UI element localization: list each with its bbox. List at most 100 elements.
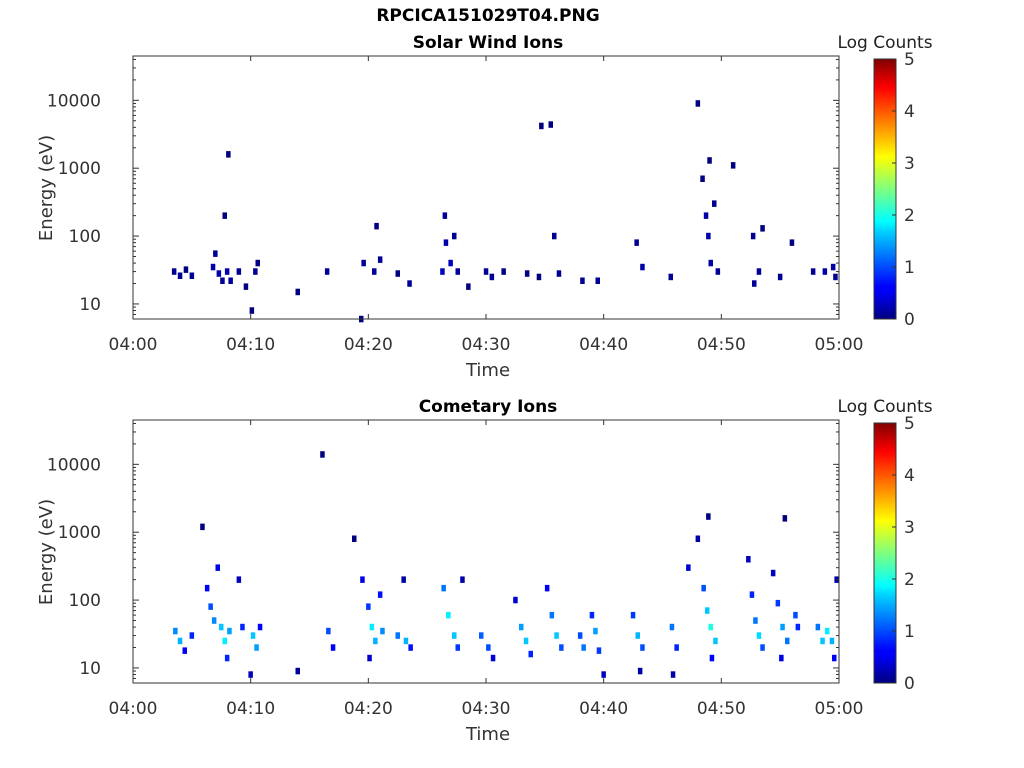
heatmap-cell [832,654,837,662]
x-tick-label: 04:20 [344,699,393,719]
heatmap-cell [248,671,253,678]
heatmap-cell [640,263,645,271]
heatmap-cell [395,632,400,639]
solar-wind-panel: Solar Wind Ions 04:00 04:10 04:20 04:30 04:4… [36,33,933,381]
colorbar: Log Counts 0 1 2 3 4 5 [837,397,932,694]
heatmap-cell [810,268,816,275]
heatmap-cell [825,627,830,635]
panel-title: Solar Wind Ions [413,33,564,53]
heatmap-cell [377,591,383,598]
heatmap-cell [695,535,701,542]
heatmap-cell [703,212,709,219]
heatmap-cell [377,256,383,263]
heatmap-cell [326,627,331,635]
heatmap-cell [236,576,242,583]
heatmap-cell [253,268,258,275]
x-tick-label: 04:50 [697,699,746,719]
colorbar-tick-label: 3 [904,518,915,538]
heatmap-cell [372,268,377,275]
heatmap-cell [204,584,210,592]
heatmap-cell [822,268,828,275]
y-tick-label: 10 [79,659,101,679]
heatmap-cell [601,671,606,678]
heatmap-cell [749,591,755,598]
heatmap-cell [452,232,457,240]
heatmap-cell [254,644,259,651]
heatmap-cell [295,667,300,675]
heatmap-cell [580,277,585,284]
heatmap-cell [320,451,325,458]
heatmap-cell [523,637,529,645]
heatmap-cell [795,623,801,631]
x-tick-label: 04:30 [462,699,511,719]
colorbar-tick-label: 4 [904,102,915,122]
heatmap-cell [486,644,491,651]
heatmap-cell [544,584,550,592]
heatmap-cell [637,667,643,675]
heatmap-cell [782,515,788,522]
heatmap-cell [401,576,406,583]
heatmap-cell [374,222,379,230]
x-axis: 04:00 04:10 04:20 04:30 04:40 04:50 05:00 [109,420,864,719]
heatmap-cell [556,270,562,277]
heatmap-cell [780,623,785,631]
heatmap-cell [756,268,762,275]
heatmap-cell [243,283,249,290]
heatmap-cell [549,611,555,619]
colorbar-tick-label: 1 [904,622,915,642]
heatmap-cell [255,259,260,267]
x-axis-label: Time [465,360,510,381]
heatmap-cell [709,654,715,662]
figure-title: RPCICA151029T04.PNG [376,6,600,26]
heatmap-cell [820,637,825,645]
y-tick-label: 10 [79,295,101,315]
heatmap-cell [220,277,225,284]
heatmap-cell [559,644,564,651]
heatmap-cell [408,644,413,651]
colorbar-tick-label: 0 [904,310,915,330]
heatmap-cell [455,644,460,651]
y-axis: 10 100 1000 10000 [47,422,839,684]
heatmap-cell [452,632,457,639]
heatmap-cell [779,654,784,662]
heatmap-cell [770,569,776,577]
heatmap-cell [706,232,711,240]
heatmap-cell [706,513,711,520]
y-tick-label: 1000 [58,159,101,179]
heatmap-cell [513,596,518,604]
heatmap-cell [177,272,183,279]
heatmap-cell [708,259,713,267]
heatmap-cell [815,623,821,631]
heatmap-cell [441,584,446,592]
x-tick-label: 04:00 [109,335,158,355]
heatmap-cell [215,564,220,571]
heatmap-cell [240,623,245,631]
heatmap-cell [830,263,836,271]
heatmap-cell [183,266,189,273]
cometary-panel: Cometary Ions 04:00 04:10 04:20 04:30 04:40 0… [36,397,933,745]
y-tick-label: 1000 [58,523,101,543]
heatmap-cell [222,212,227,219]
heatmap-cell [236,268,242,275]
heatmap-cell [295,288,300,296]
heatmap-cell [707,157,712,164]
heatmap-cell [548,121,553,128]
heatmap-cell [793,611,798,619]
heatmap-cell [730,162,736,169]
heatmap-cell [668,273,673,281]
colorbar-tick-label: 3 [904,154,915,174]
heatmap-cell [674,644,679,651]
x-tick-label: 05:00 [815,335,864,355]
heatmap-cell [446,611,451,619]
colorbar-label: Log Counts [837,397,932,417]
heatmap-cell [213,250,218,257]
heatmap-cell [189,272,195,279]
x-tick-label: 05:00 [815,699,864,719]
heatmap-cell [257,623,263,631]
heatmap-cell [448,259,453,267]
heatmap-cell [224,268,230,275]
colorbar-tick-label: 0 [904,674,915,694]
plot-frame [132,419,840,684]
colorbar-tick-label: 5 [904,50,915,70]
heatmap-cell [596,647,602,654]
